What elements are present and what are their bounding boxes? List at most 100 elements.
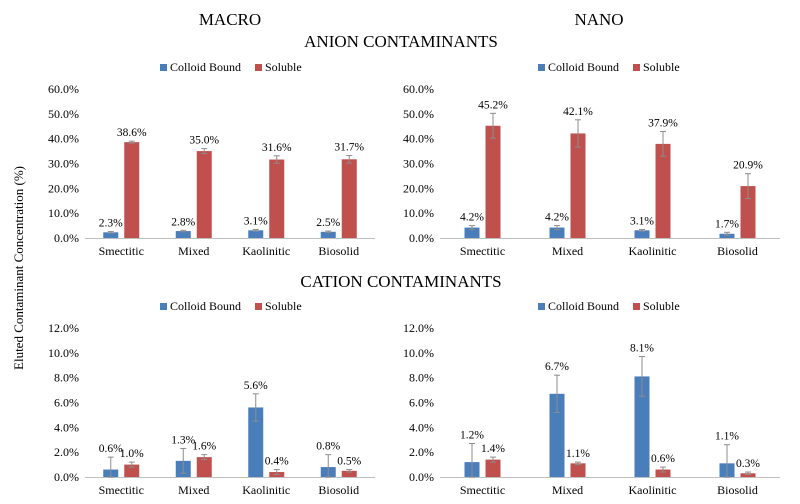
bar	[196, 457, 212, 477]
data-label: 45.2%	[478, 99, 508, 111]
data-label: 35.0%	[189, 135, 219, 147]
bar	[485, 125, 501, 238]
x-category-label: Biosolid	[717, 483, 758, 497]
bar	[248, 407, 264, 477]
legend-swatch	[538, 303, 545, 310]
y-tick-label: 0.0%	[54, 231, 79, 245]
data-label: 1.4%	[481, 443, 505, 455]
legend-swatch	[255, 303, 262, 310]
y-tick-label: 6.0%	[54, 396, 79, 410]
data-label: 0.6%	[651, 453, 675, 465]
y-tick-label: 12.0%	[48, 321, 79, 335]
y-tick-label: 8.0%	[54, 371, 79, 385]
data-label: 2.8%	[171, 216, 195, 228]
data-label: 2.5%	[316, 217, 340, 229]
x-category-label: Kaolinitic	[629, 483, 677, 497]
data-label: 31.6%	[262, 142, 292, 154]
y-axis-title: Eluted Contaminant Concentration (%)	[11, 166, 26, 370]
bar	[124, 464, 140, 477]
y-tick-label: 4.0%	[409, 420, 434, 434]
x-category-label: Mixed	[552, 244, 583, 258]
bar	[655, 143, 671, 238]
y-tick-label: 0.0%	[54, 470, 79, 484]
x-category-label: Kaolinitic	[242, 244, 290, 258]
bar	[341, 470, 357, 477]
data-label: 1.0%	[120, 448, 144, 460]
bar	[634, 230, 650, 238]
bar	[719, 233, 735, 238]
data-label: 1.2%	[460, 429, 484, 441]
bar	[549, 393, 565, 477]
y-tick-label: 8.0%	[409, 371, 434, 385]
data-label: 1.3%	[171, 434, 195, 446]
y-tick-label: 10.0%	[403, 206, 434, 220]
data-label: 6.7%	[545, 361, 569, 373]
data-label: 1.6%	[192, 441, 216, 453]
data-label: 2.3%	[99, 218, 123, 230]
header-cation: CATION CONTAMINANTS	[300, 272, 501, 291]
data-label: 4.2%	[460, 212, 484, 224]
bar	[655, 469, 671, 477]
y-tick-label: 30.0%	[48, 157, 79, 171]
legend-label: Colloid Bound	[170, 60, 241, 74]
bar	[103, 232, 119, 238]
data-label: 4.2%	[545, 212, 569, 224]
y-tick-label: 40.0%	[403, 132, 434, 146]
chart-panel: 0.0% 10.0% 20.0% 30.0% 40.0% 50.0% 60.0% Colloi…	[48, 60, 375, 258]
y-tick-label: 10.0%	[48, 206, 79, 220]
bar	[320, 231, 336, 238]
bar	[248, 230, 264, 238]
bar	[341, 159, 357, 238]
data-label: 3.1%	[630, 216, 654, 228]
y-tick-label: 2.0%	[54, 445, 79, 459]
data-label: 37.9%	[648, 117, 678, 129]
y-tick-label: 50.0%	[48, 107, 79, 121]
header-macro: MACRO	[199, 10, 261, 29]
legend-swatch	[538, 64, 545, 71]
data-label: 31.7%	[334, 142, 364, 154]
legend-swatch	[160, 303, 167, 310]
legend-label: Colloid Bound	[548, 60, 619, 74]
y-tick-label: 0.0%	[409, 470, 434, 484]
x-category-label: Biosolid	[717, 244, 758, 258]
legend-swatch	[160, 64, 167, 71]
data-label: 5.6%	[244, 380, 268, 392]
bar	[634, 376, 650, 477]
data-label: 42.1%	[563, 106, 593, 118]
x-category-label: Mixed	[178, 244, 209, 258]
data-label: 0.6%	[99, 443, 123, 455]
y-tick-label: 20.0%	[403, 181, 434, 195]
y-tick-label: 60.0%	[48, 82, 79, 96]
y-tick-label: 6.0%	[409, 396, 434, 410]
x-category-label: Kaolinitic	[629, 244, 677, 258]
legend-label: Soluble	[265, 299, 302, 313]
x-category-label: Smectitic	[460, 244, 505, 258]
header-anion: ANION CONTAMINANTS	[304, 32, 498, 51]
chart-panel: 0.0% 2.0% 4.0% 6.0% 8.0% 10.0% 12.0% Colloid Bo…	[48, 299, 375, 497]
data-label: 0.8%	[316, 441, 340, 453]
header-nano: NANO	[574, 10, 623, 29]
y-tick-label: 10.0%	[403, 346, 434, 360]
x-category-label: Smectitic	[99, 483, 144, 497]
y-tick-label: 30.0%	[403, 157, 434, 171]
x-category-label: Smectitic	[460, 483, 505, 497]
bar	[740, 186, 756, 238]
data-label: 0.3%	[736, 458, 760, 470]
bar	[570, 463, 586, 477]
legend-label: Colloid Bound	[548, 299, 619, 313]
y-tick-label: 12.0%	[403, 321, 434, 335]
bar	[124, 142, 140, 238]
x-category-label: Biosolid	[318, 483, 359, 497]
y-tick-label: 60.0%	[403, 82, 434, 96]
y-tick-label: 2.0%	[409, 445, 434, 459]
legend-label: Soluble	[643, 299, 680, 313]
data-label: 0.5%	[337, 456, 361, 468]
y-tick-label: 10.0%	[48, 346, 79, 360]
bar	[196, 151, 212, 238]
chart-panels: 0.0% 10.0% 20.0% 30.0% 40.0% 50.0% 60.0% Colloi…	[48, 60, 780, 497]
data-label: 3.1%	[244, 216, 268, 228]
chart-panel: 0.0% 2.0% 4.0% 6.0% 8.0% 10.0% 12.0% Colloid Bo…	[403, 299, 780, 497]
x-category-label: Mixed	[178, 483, 209, 497]
legend-swatch	[255, 64, 262, 71]
